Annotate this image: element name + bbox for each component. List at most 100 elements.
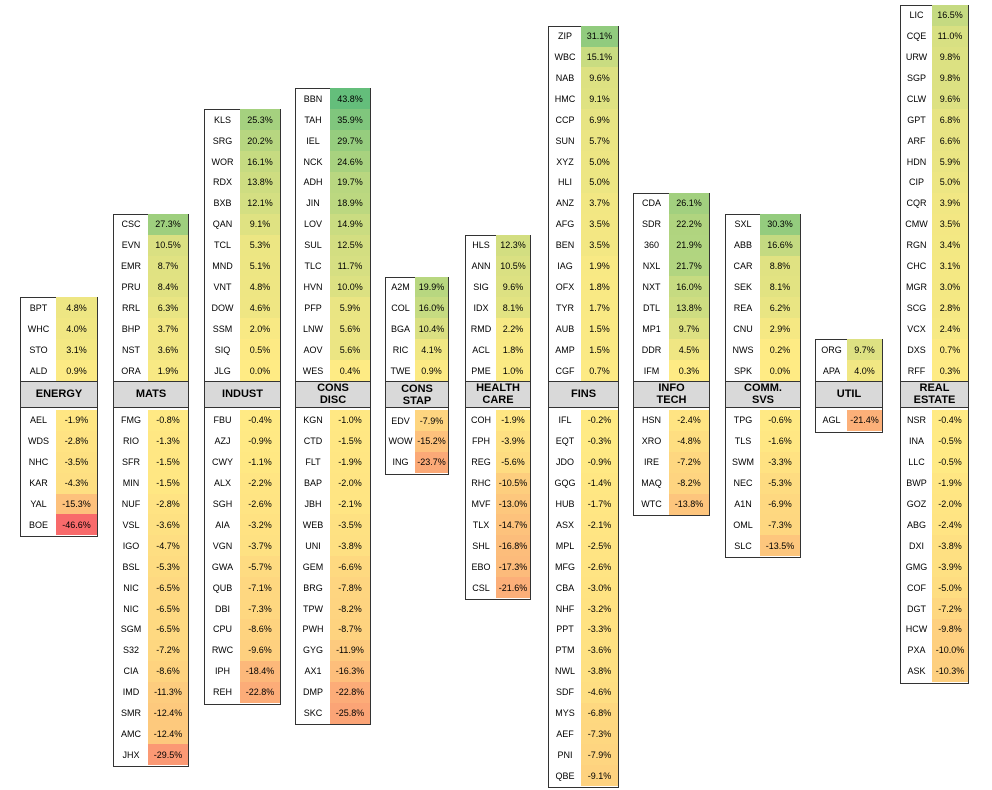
ticker: CIP — [908, 177, 924, 188]
ticker: WOR — [211, 156, 234, 167]
change-cell: -1.9% — [330, 451, 370, 473]
ticker: SDF — [556, 687, 574, 698]
change-cell: 13.8% — [669, 297, 709, 319]
change-cell: 10.0% — [330, 276, 370, 298]
ticker: A2M — [391, 282, 410, 292]
ticker: RHC — [471, 478, 491, 489]
ticker: CQE — [906, 31, 927, 42]
ticker: IDX — [473, 302, 489, 313]
ticker: PXA — [907, 645, 926, 656]
change-cell: 1.8% — [581, 276, 618, 298]
ticker: COF — [907, 582, 926, 593]
stock-row: DDR 4.5% — [634, 339, 709, 361]
sector-header: MATS — [114, 380, 188, 408]
ticker: AUB — [555, 323, 575, 334]
change-cell: -1.9% — [496, 409, 530, 431]
ticker: FLT — [305, 457, 321, 468]
stock-row: SFR -1.5% — [114, 451, 188, 473]
stock-row: SXL 30.3% — [726, 213, 800, 235]
stock-row: SUL 12.5% — [296, 234, 370, 256]
stock-row: FLT -1.9% — [296, 451, 370, 473]
change-cell: 0.3% — [932, 360, 968, 382]
ticker: SIG — [473, 281, 489, 292]
change-cell: -3.3% — [581, 618, 618, 640]
change-cell: -7.2% — [932, 598, 968, 620]
stock-row: RMD 2.2% — [466, 318, 530, 340]
stock-row: CPU -8.6% — [205, 618, 280, 640]
change-cell: 21.7% — [669, 255, 709, 277]
change-cell: 22.2% — [669, 213, 709, 235]
change-cell: 5.9% — [330, 297, 370, 319]
change-cell: 5.0% — [932, 171, 968, 193]
change-cell: 3.0% — [932, 276, 968, 298]
sector-label: DISC — [319, 394, 347, 407]
sector-label: CONS — [401, 382, 433, 395]
ticker: SGM — [120, 624, 142, 635]
stock-row: RDX 13.8% — [205, 171, 280, 193]
change-cell: -5.3% — [760, 472, 800, 494]
change-cell: 5.3% — [240, 234, 280, 256]
sector-label: UTIL — [836, 388, 862, 401]
sector-column: CDA 26.1% SDR 22.2% 360 21.9% NXL 21.7% NXT 16.0%… — [633, 192, 710, 517]
stock-row: AZJ -0.9% — [205, 430, 280, 452]
stock-row: UNI -3.8% — [296, 535, 370, 557]
ticker: BGA — [390, 323, 410, 334]
change-cell: 0.0% — [760, 360, 800, 382]
change-cell: -1.0% — [330, 409, 370, 431]
change-cell: 0.3% — [669, 360, 709, 382]
ticker: A1N — [734, 499, 752, 510]
change-cell: -3.8% — [581, 660, 618, 682]
stock-row: ZIP 31.1% — [549, 25, 618, 47]
stock-row: BAP -2.0% — [296, 472, 370, 494]
ticker: TYR — [556, 302, 574, 313]
change-cell: 0.9% — [56, 360, 97, 382]
stock-row: RIO -1.3% — [114, 430, 188, 452]
stock-row: WEB -3.5% — [296, 514, 370, 536]
stock-row: LNW 5.6% — [296, 318, 370, 340]
stock-row: RWC -9.6% — [205, 639, 280, 661]
stock-row: URW 9.8% — [901, 46, 968, 68]
stock-row: CMW 3.5% — [901, 213, 968, 235]
change-cell: -29.5% — [148, 744, 188, 766]
stock-row: TPG -0.6% — [726, 409, 800, 431]
sector-column: SXL 30.3% ABB 16.6% CAR 8.8% SEK 8.1% REA 6.2% CNU… — [725, 213, 801, 559]
change-cell: -2.8% — [148, 493, 188, 515]
ticker: DTL — [642, 302, 660, 313]
stock-row: SLC -13.5% — [726, 535, 800, 557]
stock-row: BEN 3.5% — [549, 234, 618, 256]
stock-row: SMR -12.4% — [114, 702, 188, 724]
stock-row: WOR 16.1% — [205, 151, 280, 173]
stock-row: EQT -0.3% — [549, 430, 618, 452]
stock-row: QBE -9.1% — [549, 765, 618, 787]
stock-row: GQG -1.4% — [549, 472, 618, 494]
sector-column: ZIP 31.1% WBC 15.1% NAB 9.6% HMC 9.1% CCP 6.9% SUN… — [548, 25, 619, 789]
change-cell: -2.8% — [56, 430, 97, 452]
stock-row: OFX 1.8% — [549, 276, 618, 298]
ticker: NWS — [732, 344, 754, 355]
change-cell: -2.6% — [581, 556, 618, 578]
stock-row: JDO -0.9% — [549, 451, 618, 473]
change-cell: -8.7% — [330, 618, 370, 640]
ticker: WTC — [641, 499, 662, 510]
ticker: GMG — [905, 561, 928, 572]
stock-row: MP1 9.7% — [634, 318, 709, 340]
change-cell: -1.9% — [56, 409, 97, 431]
ticker: BRG — [303, 582, 323, 593]
ticker: FPH — [472, 436, 490, 447]
stock-row: PFP 5.9% — [296, 297, 370, 319]
change-cell: 3.5% — [581, 213, 618, 235]
stock-row: HMC 9.1% — [549, 88, 618, 110]
ticker: WES — [302, 365, 324, 376]
stock-row: CQR 3.9% — [901, 192, 968, 214]
sector-header: REAL ESTATE — [901, 380, 968, 408]
change-cell: 0.7% — [581, 360, 618, 382]
stock-row: CCP 6.9% — [549, 109, 618, 131]
change-cell: 6.2% — [760, 297, 800, 319]
ticker: JBH — [304, 499, 322, 510]
ticker: MIN — [122, 478, 140, 489]
stock-row: SDF -4.6% — [549, 681, 618, 703]
stock-row: JBH -2.1% — [296, 493, 370, 515]
change-cell: 10.5% — [148, 234, 188, 256]
change-cell: 2.4% — [932, 318, 968, 340]
ticker: QUB — [212, 582, 233, 593]
